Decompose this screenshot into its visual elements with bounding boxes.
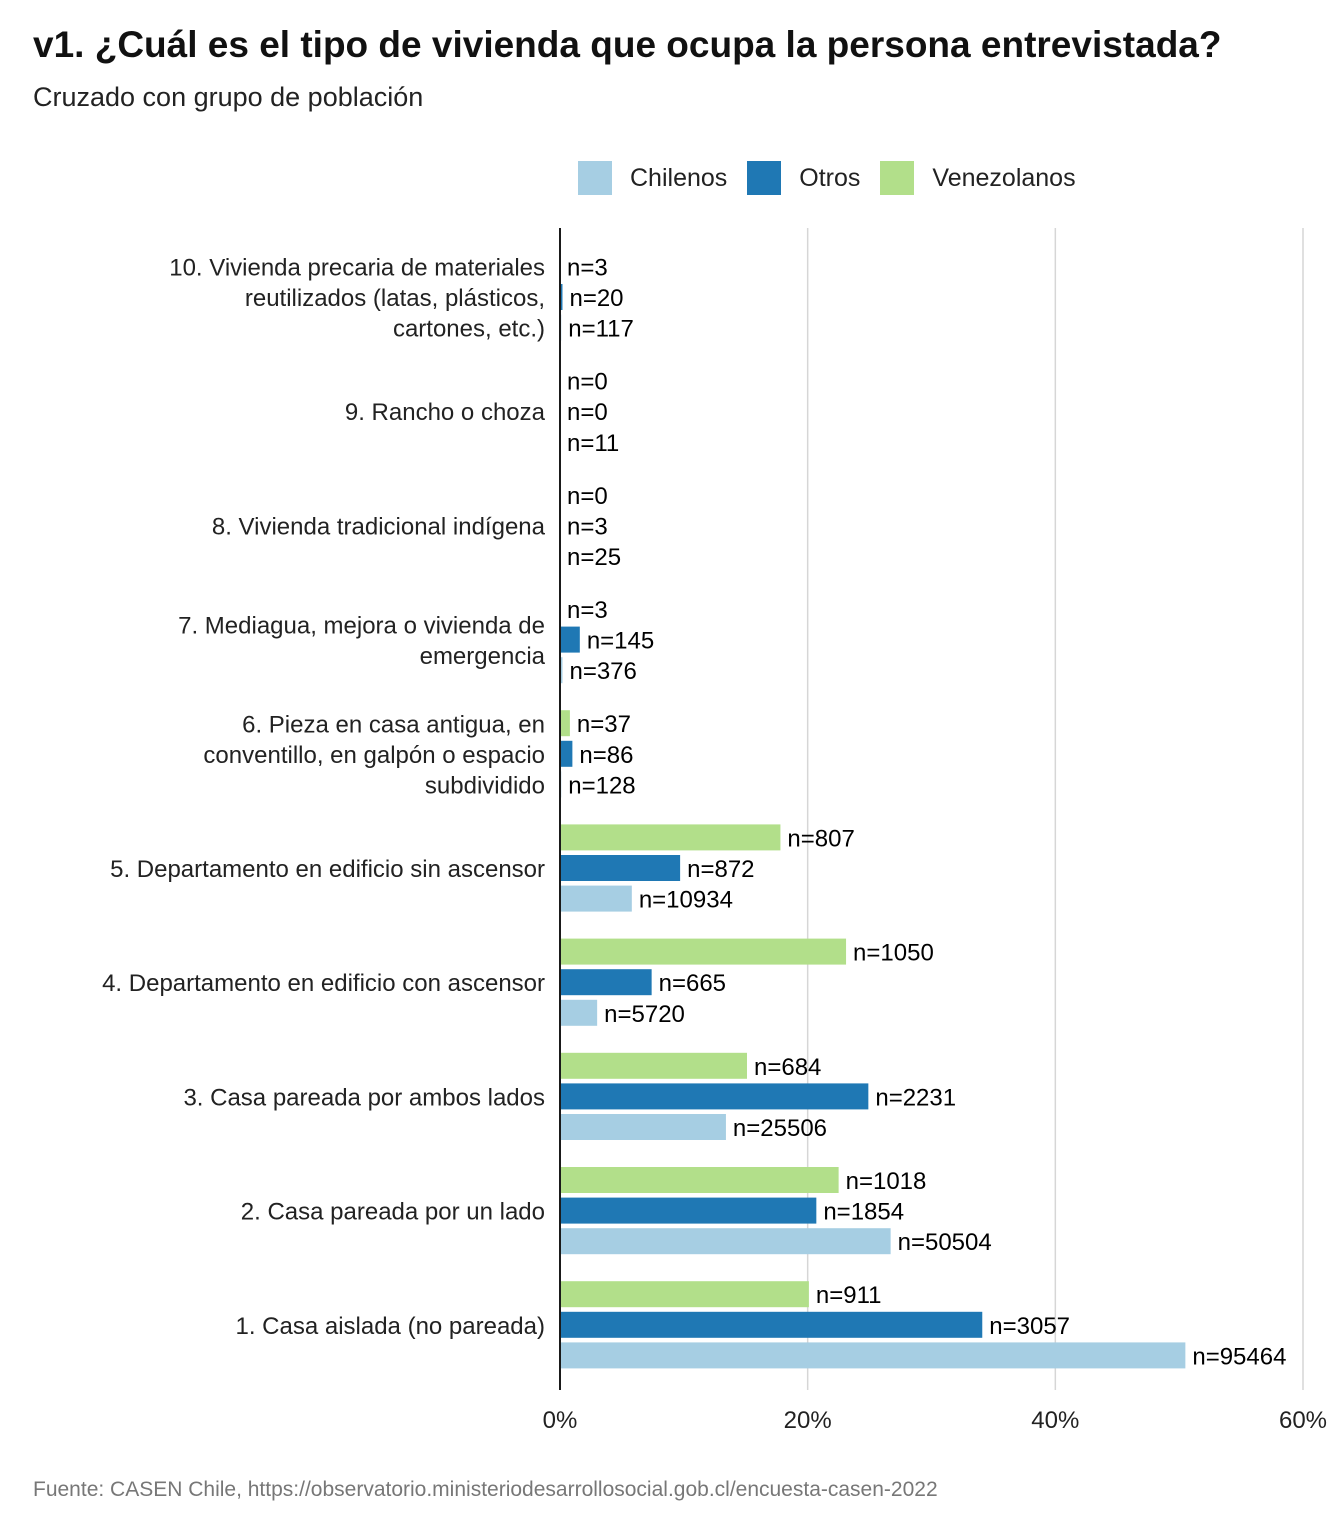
data-label: n=128: [568, 772, 635, 799]
category-label-line: 9. Rancho o choza: [345, 399, 546, 426]
legend-item-chilenos: Chilenos: [578, 161, 727, 195]
data-label: n=11: [567, 430, 619, 457]
data-label: n=86: [579, 742, 633, 769]
data-label: n=0: [567, 369, 608, 396]
category-label: 1. Casa aislada (no pareada): [235, 1313, 545, 1340]
category-label-line: reutilizados (latas, plásticos,: [245, 285, 545, 312]
category-label: 7. Mediagua, mejora o vivienda de emergen…: [178, 612, 546, 670]
bar-otros: [560, 969, 652, 996]
x-tick-label: 40%: [1031, 1407, 1079, 1434]
bar-venezolanos: [560, 824, 781, 851]
data-label: n=807: [787, 825, 854, 852]
x-tick-label: 0%: [543, 1407, 578, 1434]
bars: [560, 284, 1186, 1369]
category-label-line: conventillo, en galpón o espacio: [203, 742, 545, 769]
legend: Chilenos Otros Venezolanos: [578, 160, 1096, 196]
bar-otros: [560, 740, 573, 767]
data-label: n=25: [567, 544, 621, 571]
legend-label-otros: Otros: [799, 163, 861, 192]
data-label: n=665: [659, 970, 726, 997]
category-label-line: 5. Departamento en edificio sin ascensor: [110, 856, 545, 883]
bar-chilenos: [560, 1228, 891, 1255]
category-label-line: 1. Casa aislada (no pareada): [235, 1313, 545, 1340]
legend-label-chilenos: Chilenos: [630, 163, 728, 192]
bar-chilenos: [560, 1342, 1186, 1369]
bar-venezolanos: [560, 710, 570, 737]
chart-title: v1. ¿Cuál es el tipo de vivienda que ocu…: [33, 24, 1222, 65]
data-label: n=376: [569, 658, 636, 685]
bar-venezolanos: [560, 1167, 839, 1193]
chart-caption: Fuente: CASEN Chile, https://observatori…: [33, 1478, 938, 1501]
data-label: n=1050: [853, 940, 934, 967]
data-label: n=0: [567, 399, 608, 426]
data-label: n=10934: [639, 887, 733, 914]
data-label: n=145: [587, 628, 654, 655]
category-label-line: 3. Casa pareada por ambos lados: [183, 1084, 545, 1111]
category-label: 4. Departamento en edificio con ascensor: [102, 970, 545, 997]
data-label: n=1854: [823, 1199, 904, 1226]
data-label: n=5720: [604, 1001, 685, 1028]
category-label: 6. Pieza en casa antigua, en conventillo,…: [203, 711, 545, 799]
data-label: n=3057: [989, 1313, 1070, 1340]
legend-swatch-venezolanos: [880, 161, 915, 195]
bar-otros: [560, 1311, 983, 1338]
category-label-line: subdividido: [425, 772, 545, 799]
bar-otros: [560, 1197, 817, 1224]
bar-otros: [560, 284, 563, 310]
category-label: 3. Casa pareada por ambos lados: [183, 1084, 545, 1111]
legend-label-venezolanos: Venezolanos: [932, 163, 1076, 192]
axes: 0% 20% 40% 60%: [543, 228, 1327, 1434]
bar-otros: [560, 1083, 869, 1110]
data-label: n=911: [816, 1282, 882, 1309]
labels: n=3 n=20 n=117 10. Vivienda precaria de mat…: [102, 254, 1286, 1370]
bar-chilenos: [560, 885, 632, 912]
category-label-line: 10. Vivienda precaria de materiales: [169, 255, 545, 282]
category-label-line: 6. Pieza en casa antigua, en: [242, 711, 545, 738]
category-label: 2. Casa pareada por un lado: [241, 1199, 545, 1226]
category-label-line: 8. Vivienda tradicional indígena: [212, 513, 546, 540]
data-label: n=3: [567, 254, 608, 281]
grid-lines: [806, 228, 1304, 1390]
data-label: n=37: [577, 711, 631, 738]
category-label-line: cartones, etc.): [393, 316, 545, 343]
category-label: 8. Vivienda tradicional indígena: [212, 513, 546, 540]
data-label: n=872: [687, 856, 754, 883]
bar-otros: [560, 626, 580, 653]
x-tick-label: 20%: [784, 1407, 832, 1434]
chart-subtitle: Cruzado con grupo de población: [33, 82, 424, 112]
bar-chilenos: [560, 999, 598, 1026]
category-label-line: 4. Departamento en edificio con ascensor: [102, 970, 545, 997]
bar-venezolanos: [560, 938, 847, 965]
legend-item-otros: Otros: [747, 161, 860, 195]
bar-chilenos: [560, 1114, 726, 1140]
data-label: n=3: [567, 513, 608, 540]
bar-chilenos: [560, 657, 563, 684]
bar-otros: [560, 855, 681, 881]
category-label: 5. Departamento en edificio sin ascensor: [110, 856, 545, 883]
legend-item-venezolanos: Venezolanos: [880, 161, 1076, 195]
data-label: n=25506: [733, 1115, 827, 1142]
category-label: 10. Vivienda precaria de materiales reuti…: [169, 255, 545, 343]
category-label-line: emergencia: [420, 643, 546, 670]
data-label: n=3: [567, 597, 608, 624]
category-label: 9. Rancho o choza: [345, 399, 546, 426]
data-label: n=684: [754, 1054, 821, 1081]
data-label: n=1018: [846, 1168, 927, 1195]
data-label: n=50504: [898, 1229, 992, 1256]
x-tick-label: 60%: [1279, 1407, 1327, 1434]
category-label-line: 7. Mediagua, mejora o vivienda de: [178, 612, 545, 639]
data-label: n=0: [567, 483, 608, 510]
bar-venezolanos: [560, 1281, 809, 1308]
data-label: n=117: [568, 316, 634, 343]
data-label: n=2231: [875, 1084, 956, 1111]
data-label: n=20: [569, 285, 623, 312]
data-label: n=95464: [1192, 1343, 1286, 1370]
legend-swatch-otros: [747, 161, 782, 195]
legend-swatch-chilenos: [578, 161, 612, 195]
category-label-line: 2. Casa pareada por un lado: [241, 1199, 545, 1226]
bar-venezolanos: [560, 1052, 747, 1079]
